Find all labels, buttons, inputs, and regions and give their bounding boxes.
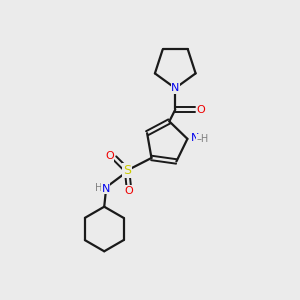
Text: H: H [95,183,103,193]
Text: O: O [105,152,114,161]
Text: N: N [101,184,110,194]
Text: O: O [196,105,205,115]
Text: –H: –H [197,134,209,144]
Text: N: N [171,83,179,93]
Text: S: S [123,164,131,177]
Text: O: O [125,186,134,196]
Text: N: N [191,133,200,143]
